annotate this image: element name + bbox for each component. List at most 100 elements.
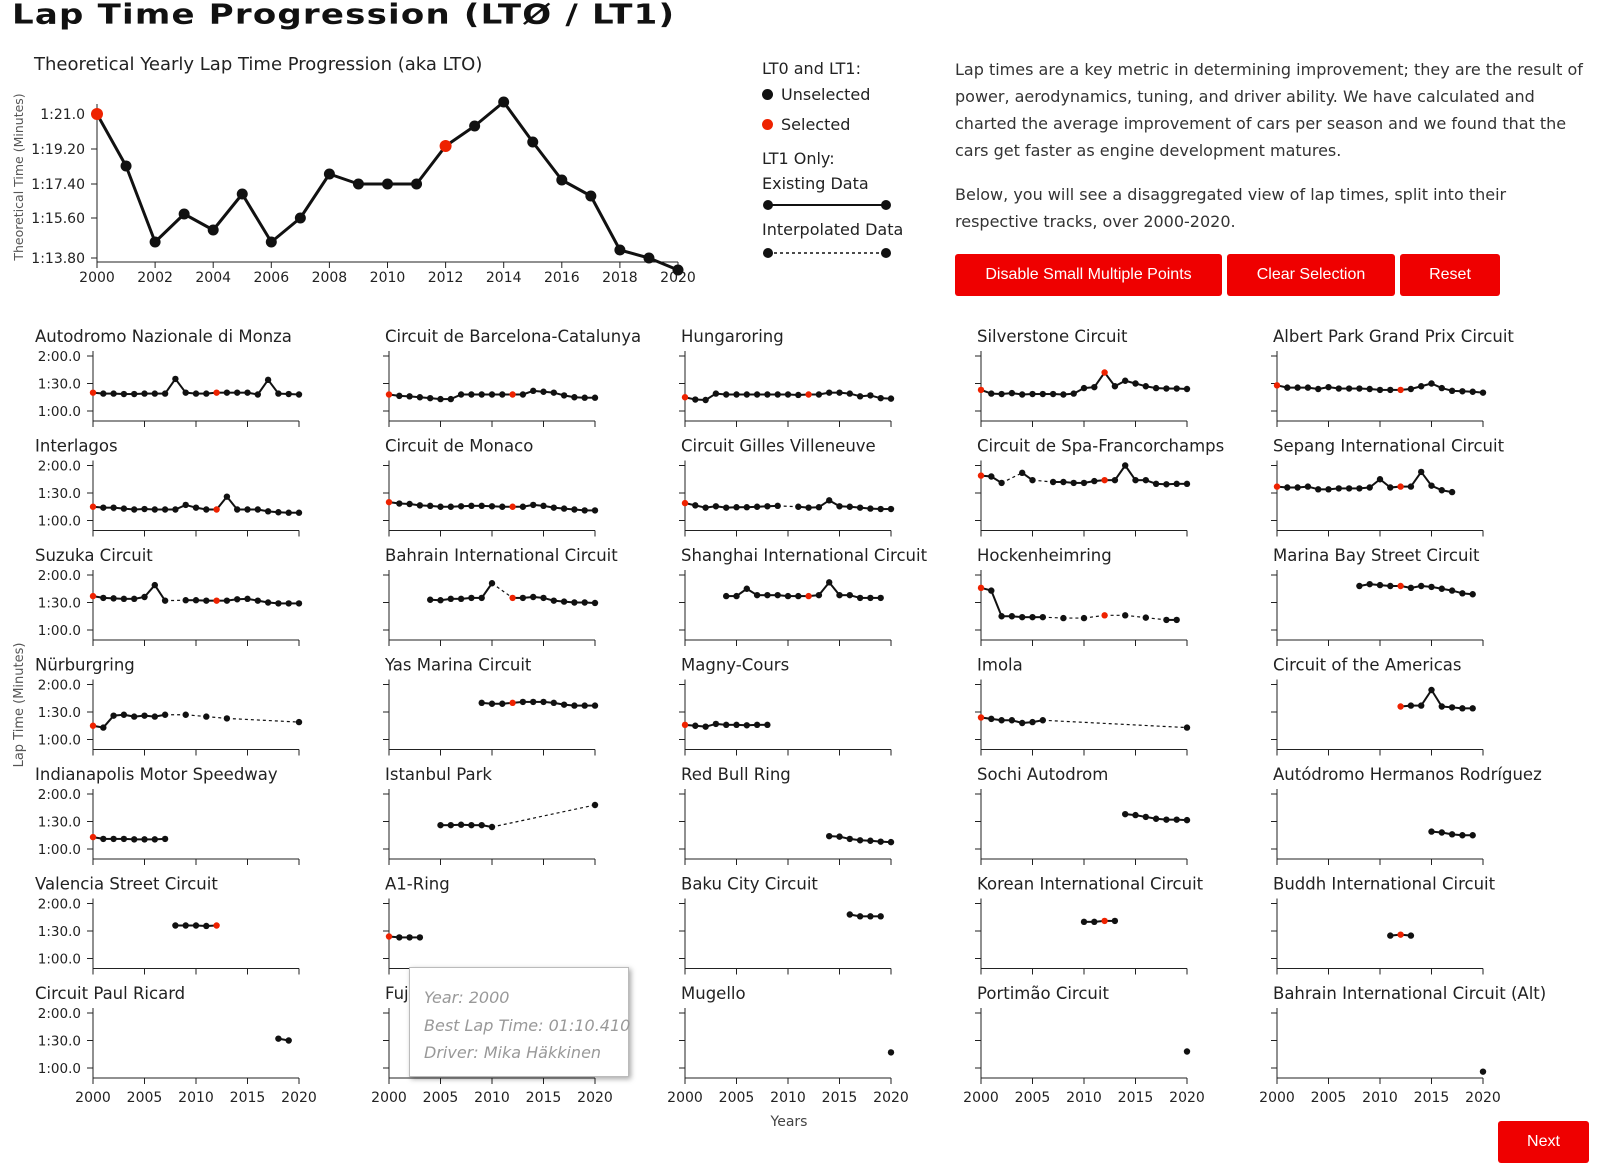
track-data-point: [1448, 488, 1456, 496]
main-x-tick-label: 2020: [660, 270, 696, 286]
main-chart-y-label: Theoretical Time (Minutes): [11, 93, 26, 261]
track-data-point: [988, 473, 995, 480]
track-data-point: [1183, 724, 1191, 731]
track-panel: Circuit of the Americas: [1271, 656, 1484, 756]
track-data-point: [1438, 829, 1446, 836]
track-data-point: [998, 717, 1005, 724]
track-data-point: [223, 389, 231, 396]
main-data-point: [382, 178, 393, 190]
track-data-point: [131, 390, 138, 398]
track-panel: Bahrain International Circuit (Alt) 2000 2…: [1259, 984, 1546, 1106]
track-data-point: [264, 376, 272, 384]
track-data-point: [1294, 484, 1301, 491]
track-panel: Baku City Circuit: [679, 875, 892, 975]
legend-unselected: Unselected: [762, 85, 870, 104]
track-data-point: [1469, 591, 1476, 598]
legend-header-lt0-lt1: LT0 and LT1:: [762, 59, 861, 78]
track-data-point: [213, 389, 220, 396]
main-data-point: [207, 224, 219, 236]
track-data-point: [1418, 468, 1425, 476]
track-x-tick-label: 2015: [230, 1090, 266, 1106]
track-data-point: [151, 836, 158, 843]
track-data-point: [120, 505, 128, 512]
track-data-point: [1122, 810, 1129, 818]
track-data-point: [182, 389, 189, 396]
track-data-point: [141, 836, 148, 843]
track-data-point: [1325, 383, 1332, 391]
track-data-point: [988, 587, 995, 594]
reset-button[interactable]: Reset: [1400, 254, 1500, 296]
track-data-point: [182, 597, 189, 604]
track-series-segment: [226, 717, 300, 723]
main-data-point: [120, 160, 132, 172]
track-data-point: [100, 390, 107, 397]
disable-small-multiple-points-button[interactable]: Disable Small Multiple Points: [955, 254, 1222, 296]
track-x-tick-label: 2005: [1311, 1090, 1347, 1106]
track-data-point: [977, 386, 985, 394]
track-data-point: [1376, 386, 1384, 394]
interpolated-data-line-icon: [763, 248, 891, 258]
track-data-point: [509, 699, 516, 707]
track-panel: Hockenheimring: [975, 546, 1188, 646]
track-data-point: [1019, 613, 1026, 621]
track-data-point: [447, 503, 454, 510]
track-data-point: [192, 597, 200, 604]
track-data-point: [1122, 377, 1129, 384]
selected-dot-icon: [762, 119, 773, 130]
track-title: Sochi Autodrom: [977, 765, 1108, 784]
track-data-point: [1304, 384, 1312, 391]
track-title: Red Bull Ring: [681, 765, 791, 784]
track-title: Mugello: [681, 984, 746, 1003]
tooltip-best-lap: Best Lap Time: 01:10.410: [424, 1016, 631, 1035]
track-title: Indianapolis Motor Speedway: [35, 765, 278, 784]
main-x-tick-label: 2016: [544, 270, 580, 286]
track-data-point: [406, 934, 413, 941]
track-data-point: [234, 389, 241, 396]
track-panel: Portimão Circuit 2000 2005 2010 2015 2020: [963, 984, 1205, 1106]
track-data-point: [712, 503, 720, 510]
track-data-point: [192, 390, 200, 397]
track-title: Korean International Circuit: [977, 875, 1204, 894]
track-data-point: [285, 390, 292, 398]
track-data-point: [488, 503, 496, 510]
track-data-point: [1345, 485, 1353, 492]
track-data-point: [1163, 816, 1170, 823]
track-panel: Circuit Gilles Villeneuve: [679, 437, 895, 537]
track-data-point: [743, 585, 750, 592]
track-x-tick-label: 2015: [822, 1090, 858, 1106]
track-data-point: [131, 836, 138, 843]
track-title: Circuit of the Americas: [1273, 656, 1462, 675]
track-data-point: [285, 509, 292, 516]
track-data-point: [846, 835, 853, 843]
track-y-tick-label: 1:00.0: [38, 842, 81, 858]
track-data-point: [89, 722, 97, 729]
track-series-segment: [990, 590, 1003, 617]
track-data-point: [867, 392, 874, 399]
track-data-point: [1418, 702, 1425, 709]
track-data-point: [1284, 384, 1291, 391]
track-data-point: [591, 394, 599, 401]
track-x-tick-label: 2010: [178, 1090, 214, 1106]
track-data-point: [877, 394, 884, 402]
track-data-point: [1039, 717, 1047, 724]
track-data-point: [550, 699, 557, 707]
track-data-point: [540, 502, 547, 510]
track-data-point: [1397, 386, 1404, 394]
track-x-tick-label: 2010: [474, 1090, 510, 1106]
main-data-point: [439, 140, 452, 152]
clear-selection-button[interactable]: Clear Selection: [1227, 254, 1395, 296]
track-data-point: [571, 599, 578, 606]
track-data-point: [560, 505, 568, 512]
track-data-point: [1459, 590, 1466, 597]
track-data-point: [723, 721, 730, 729]
track-data-point: [275, 390, 282, 397]
track-x-tick-label: 2010: [770, 1090, 806, 1106]
main-data-point: [294, 212, 306, 224]
next-button[interactable]: Next: [1498, 1121, 1589, 1163]
track-data-point: [867, 913, 874, 920]
track-data-point: [1366, 385, 1373, 393]
track-data-point: [509, 503, 516, 510]
track-data-point: [396, 500, 403, 507]
track-data-point: [1428, 583, 1435, 591]
track-data-point: [203, 390, 210, 397]
